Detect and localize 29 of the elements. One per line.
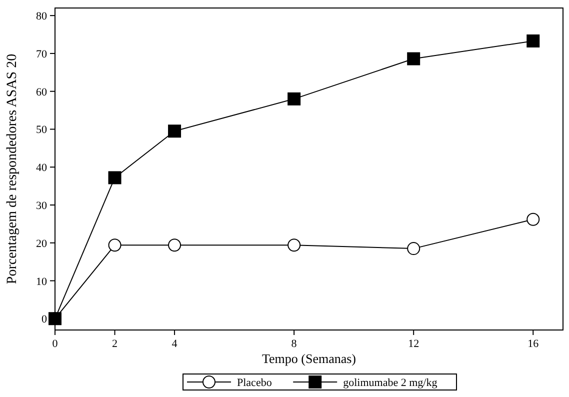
y-tick-label: 0 [42, 314, 48, 326]
point [526, 34, 540, 48]
point [407, 242, 420, 256]
point [526, 212, 540, 226]
point [168, 238, 182, 252]
x-axis-title: Tempo (Semanas) [262, 351, 356, 366]
x-tick-label: 4 [172, 338, 178, 350]
legend-label: Placebo [237, 377, 272, 389]
point [108, 238, 122, 252]
y-tick-label: 50 [36, 124, 48, 136]
x-tick-label: 8 [291, 338, 298, 350]
y-tick-label: 80 [36, 10, 48, 23]
point [168, 124, 182, 138]
y-tick-label: 70 [36, 48, 48, 60]
x-tick-label: 0 [52, 338, 58, 350]
point [407, 52, 420, 66]
legend-label: golimumabe 2 mg/kg [343, 377, 438, 389]
y-tick-label: 10 [36, 276, 48, 288]
x-tick-label: 12 [408, 338, 420, 350]
x-tick-label: 2 [112, 338, 118, 350]
y-tick-label: 30 [36, 200, 48, 212]
x-tick-label: 16 [528, 338, 540, 350]
y-tick-label: 40 [36, 162, 48, 174]
point [288, 92, 301, 106]
y-tick-label: 20 [36, 238, 48, 250]
y-tick-label: 60 [36, 86, 48, 98]
y-axis-title: Porcentagem de respondedores ASAS 20 [5, 54, 20, 284]
point [108, 171, 122, 184]
point [288, 238, 301, 252]
